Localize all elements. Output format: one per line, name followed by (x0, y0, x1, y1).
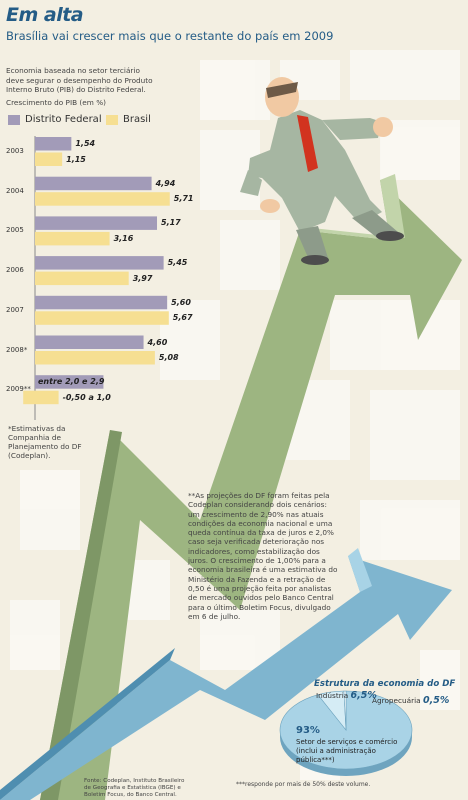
bar-label-brasil: 1,15 (66, 154, 86, 164)
businessman-illustration (240, 77, 404, 265)
bar-df (35, 295, 168, 310)
industry-name: Indústria (316, 691, 349, 700)
pie-slice (343, 690, 347, 731)
bar-label-brasil: 3,97 (132, 273, 153, 283)
legend-item-df: Distrito Federal (8, 114, 102, 125)
estimates-note: *Estimativas da Companhia de Planejament… (8, 424, 82, 460)
pie-slices (279, 690, 413, 770)
bar-brasil (35, 351, 155, 365)
category-label: 2007 (6, 305, 24, 314)
bar-brasil (35, 152, 63, 166)
industry-label: Indústria 6,5% (316, 690, 377, 701)
bar-chart (23, 137, 170, 405)
page-title: Em alta (6, 4, 84, 26)
bar-label-brasil: 5,67 (172, 313, 193, 323)
bar-brasil (35, 231, 110, 246)
bar-label-brasil: -0,50 a 1,0 (62, 392, 111, 402)
legend-item-brasil: Brasil (106, 114, 151, 125)
bar-df (35, 137, 72, 151)
y-axis-label: Crescimento do PIB (em %) (6, 98, 106, 107)
bar-label-df: 5,60 (171, 297, 191, 307)
bar-label-brasil: 3,16 (113, 233, 134, 243)
legend-swatch-df (8, 114, 20, 125)
bar-df (35, 375, 104, 389)
agro-value: 0,5% (422, 695, 450, 706)
intro-text: Economia baseada no setor terciário deve… (6, 66, 153, 95)
legend-label-brasil: Brasil (123, 114, 151, 125)
bar-brasil (35, 271, 129, 286)
industry-value: 6,5% (350, 690, 377, 701)
services-label: Setor de serviços e comércio (inclui a a… (296, 738, 398, 764)
legend-swatch-brasil (106, 114, 118, 125)
bar-label-df: 5,17 (161, 218, 181, 228)
bar-df (35, 216, 158, 230)
blue-growth-arrow (0, 548, 452, 800)
legend-label-df: Distrito Federal (25, 114, 102, 125)
bar-brasil (23, 390, 59, 405)
category-label: 2004 (6, 186, 24, 195)
source-note: Fonte: Codeplan, Instituto Brasileiro de… (84, 778, 185, 798)
category-label: 2009** (6, 385, 31, 394)
bar-label-df: 4,60 (147, 337, 168, 347)
category-label: 2008* (6, 345, 28, 354)
bar-brasil (35, 192, 170, 206)
bar-label-df: 4,94 (155, 178, 176, 188)
bar-brasil (35, 311, 169, 325)
structure-title: Estrutura da economia do DF (314, 679, 456, 689)
agro-label: Agropecuária 0,5% (372, 695, 449, 706)
bar-label-df: entre 2,0 e 2,9 (38, 377, 105, 387)
services-value: 93% (296, 725, 320, 736)
category-label: 2003 (6, 147, 24, 155)
bar-df (35, 335, 144, 349)
projection-note: **As projeções do DF foram feitas pela C… (188, 491, 338, 621)
bar-df (35, 256, 164, 270)
category-label: 2005 (6, 226, 24, 235)
bar-label-df: 1,54 (75, 139, 96, 148)
agro-name: Agropecuária (372, 696, 421, 705)
page-subtitle: Brasília vai crescer mais que o restante… (6, 29, 334, 43)
bar-label-df: 5,45 (167, 258, 188, 268)
footnote: ***responde por mais de 50% deste volume… (236, 781, 371, 788)
bar-df (35, 176, 152, 191)
bar-label-brasil: 5,71 (173, 194, 194, 204)
bar-label-brasil: 5,08 (158, 353, 179, 362)
category-label: 2006 (6, 266, 24, 275)
